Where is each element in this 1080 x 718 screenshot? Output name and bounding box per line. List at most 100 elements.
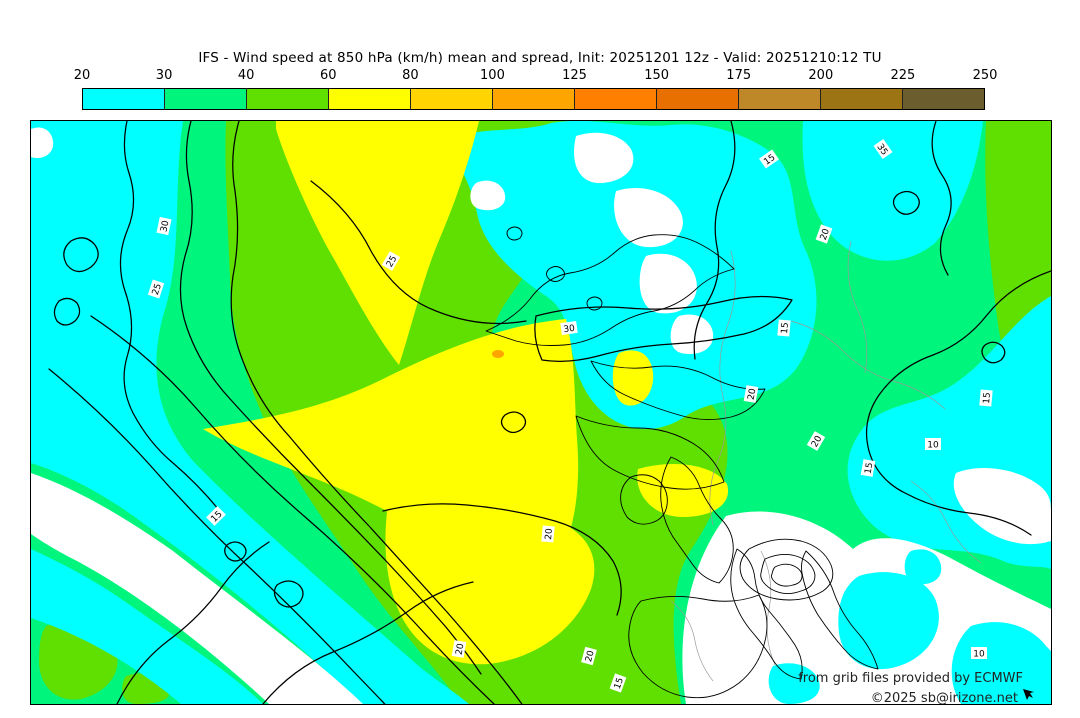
region-yellow-northwest	[276, 121, 479, 365]
contour-line	[693, 121, 736, 360]
mouse-cursor	[1023, 689, 1034, 700]
region-white-norway	[614, 187, 683, 248]
coastline-channel	[575, 415, 725, 490]
region-cyan-scandinavia	[451, 121, 817, 430]
contour-label-20: 20	[451, 640, 467, 658]
svg-text:25: 25	[385, 254, 399, 269]
contour-label-10: 10	[925, 438, 941, 451]
contour-label-20: 20	[541, 525, 555, 543]
region-cyan-patch	[838, 572, 939, 670]
coastline-ireland	[620, 474, 668, 525]
svg-text:20: 20	[584, 649, 597, 663]
contour-line	[230, 121, 523, 704]
region-cyan-patch	[904, 549, 942, 585]
contour-label-20: 20	[815, 224, 833, 244]
svg-text:30: 30	[563, 324, 576, 336]
coastline-iberia	[628, 594, 768, 699]
region-orange-spot	[492, 350, 504, 358]
border-line	[847, 240, 868, 374]
contour-label-25: 25	[381, 251, 401, 271]
colorbar-tick-labels: 20 30 40 60 80 100 125 150 175 200 225 250	[74, 68, 998, 84]
colorbar-segment-175-200	[739, 89, 821, 109]
contour-alps	[771, 563, 803, 587]
contour-line	[262, 581, 474, 704]
svg-text:20: 20	[455, 642, 467, 655]
svg-text:20: 20	[819, 227, 832, 241]
contour-line	[179, 121, 482, 675]
svg-text:15: 15	[780, 322, 791, 334]
colorbar-segment-125-150	[575, 89, 657, 109]
region-cyan-left-band	[31, 121, 469, 704]
contour-label-15: 15	[777, 319, 791, 337]
contour-label-30: 30	[156, 216, 172, 236]
contour-label-15: 15	[860, 459, 876, 477]
colorbar-segment-40-60	[247, 89, 329, 109]
contour-label-20: 20	[581, 646, 597, 666]
coastline-balkans	[801, 550, 879, 670]
chart-title: IFS - Wind speed at 850 hPa (km/h) mean …	[198, 50, 882, 66]
colorbar-tick-label: 250	[972, 68, 998, 83]
coastline-baltic	[590, 360, 766, 420]
border-line	[790, 320, 946, 410]
svg-text:20: 20	[747, 387, 759, 400]
contour-label-10: 10	[971, 647, 987, 660]
svg-text:15: 15	[613, 676, 626, 690]
region-white-atlantic-stripe	[31, 473, 363, 704]
region-white-norway	[670, 314, 714, 355]
colorbar-tick-label: 20	[73, 68, 91, 83]
colorbar-segment-200-225	[821, 89, 903, 109]
svg-text:15: 15	[864, 462, 876, 475]
attribution-source: from grib files provided by ECMWF	[798, 671, 1023, 686]
coastline-island	[506, 226, 523, 241]
border-line	[910, 480, 982, 564]
contour-line	[53, 297, 81, 326]
contour-line	[866, 270, 1051, 536]
svg-text:10: 10	[927, 441, 939, 451]
colorbar-tick-label: 80	[402, 68, 419, 83]
colorbar-segment-30-40	[165, 89, 247, 109]
colorbar-tick-label: 30	[155, 68, 173, 83]
coastline-norway	[485, 234, 735, 346]
colorbar-tick-label: 175	[726, 68, 752, 83]
region-white-po-valley	[953, 468, 1051, 545]
border-line	[709, 250, 736, 526]
svg-text:20: 20	[544, 528, 555, 541]
contour-line	[931, 121, 952, 276]
contour-line	[119, 121, 224, 516]
region-white-norway	[470, 180, 506, 211]
region-yellow-patch	[612, 350, 654, 406]
colorbar-segment-100-125	[493, 89, 575, 109]
colorbar-segment-225-250	[903, 89, 984, 109]
contour-label-15: 15	[979, 389, 993, 407]
contour-line	[534, 295, 793, 362]
contour-line	[63, 237, 99, 273]
colorbar	[82, 88, 985, 110]
region-cyan-lower-band	[31, 549, 263, 704]
contour-label-20: 20	[743, 385, 759, 403]
contour-line	[382, 503, 622, 616]
colorbar-tick-label: 100	[480, 68, 505, 83]
colorbar-segment-20-30	[83, 89, 165, 109]
region-white-norway	[639, 253, 697, 314]
region-cyan-patch	[951, 622, 1051, 704]
border-line	[670, 600, 714, 682]
contour-blob	[500, 411, 527, 434]
svg-text:10: 10	[973, 650, 985, 660]
colorbar-segment-60-80	[329, 89, 411, 109]
border-line	[760, 550, 776, 666]
colorbar-tick-label: 150	[644, 68, 670, 83]
contour-blob	[273, 580, 304, 608]
colorbar-segment-80-100	[411, 89, 493, 109]
region-yellow-irish-sea	[637, 464, 729, 517]
colorbar-tick-label: 200	[808, 68, 834, 83]
region-white-corner	[31, 127, 54, 159]
coastline-island	[586, 296, 603, 311]
colorbar-tick-label: 40	[237, 68, 255, 83]
contour-label-15: 15	[609, 673, 627, 693]
svg-text:15: 15	[982, 392, 993, 404]
colorbar-tick-label: 60	[319, 68, 337, 83]
contour-line	[116, 541, 270, 704]
